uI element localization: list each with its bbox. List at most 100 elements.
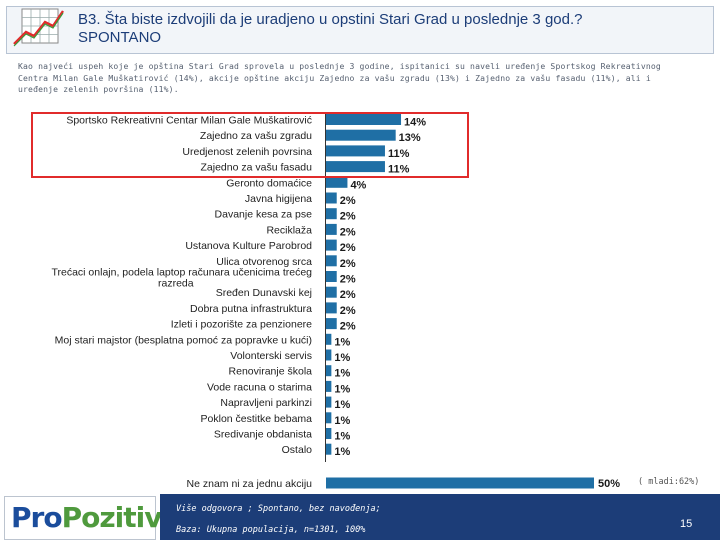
category-label: Sportsko Rekreativni Centar Milan Gale M… [66,115,312,127]
category-label: Ne znam ni za jednu akciju [187,478,313,490]
category-label: Ostalo [282,444,313,456]
bar [326,223,337,235]
category-label: Renoviranje škola [229,366,313,378]
chart-logo-icon [13,8,64,47]
bar [326,428,332,439]
footer-note-1: Više odgovora ; Spontano, bez navođenja; [176,504,381,514]
bar [326,255,337,267]
bar [326,192,337,204]
category-label: Zajedno za vašu fasadu [201,162,313,174]
category-label-line: Ulica otvorenog srca [216,256,312,268]
category-label-line: Trećaci onlajn, podela laptop računara u… [51,267,312,279]
category-label-line: Renoviranje škola [229,366,313,378]
category-label-line: Sredivanje obdanista [214,429,312,441]
category-label-line: Sportsko Rekreativni Centar Milan Gale M… [66,115,312,127]
value-label: 2% [340,211,356,223]
value-label: 11% [388,164,410,176]
bar [326,271,337,282]
bar [326,318,337,330]
value-label: 2% [340,195,356,207]
value-label: 1% [334,415,350,427]
value-label: 11% [388,148,410,160]
brand-pozitiv: Pozitiv [61,501,163,534]
value-label: 2% [340,321,356,333]
category-label: Ustanova Kulture Parobrod [185,240,312,252]
category-label-line: Dobra putna infrastruktura [190,303,312,315]
category-label-line: Davanje kesa za pse [215,209,313,221]
bar [326,349,332,361]
bar [326,208,337,220]
category-label-line: Ostalo [282,444,313,456]
brand-text: ProPozitiv [11,500,163,536]
bar [326,365,332,377]
category-label: Napravljeni parkinzi [220,397,312,409]
category-label: Trećaci onlajn, podela laptop računara u… [51,267,312,290]
value-label: 1% [334,446,350,458]
footer-note-2: Baza: Ukupna populacija, n=1301, 100% [176,525,366,535]
bar [326,129,396,141]
bar [326,443,332,455]
category-label-line: Ne znam ni za jednu akciju [187,478,313,490]
category-label: Vode racuna o starima [207,381,312,393]
value-label: 1% [334,383,350,395]
page-number: 15 [680,518,693,530]
bar [326,412,332,424]
value-label: 2% [340,305,356,317]
bar [326,114,402,125]
category-label: Ulica otvorenog srca [216,256,312,268]
category-label: Reciklaža [266,224,312,236]
category-label-line: Vode racuna o starima [207,381,312,393]
category-label-line: Poklon čestitke bebama [201,413,313,425]
bar [326,396,332,408]
category-label: Poklon čestitke bebama [201,413,313,425]
category-label: Davanje kesa za pse [215,209,313,221]
category-label-line: razreda [158,278,194,290]
annotation-label: ( mladi:62%) [638,477,699,487]
category-label-line: Geronto domaćice [226,177,312,189]
value-label: 2% [340,242,356,254]
category-label: Volonterski servis [230,350,312,362]
value-label: 1% [334,431,350,443]
category-label-line: Uredjenost zelenih povrsina [182,146,312,158]
category-label: Uredjenost zelenih povrsina [182,146,312,158]
title-line-1: B3. Šta biste izdvojili da je uradjeno u… [78,11,583,28]
value-label: 13% [399,132,421,144]
summary-text: Kao najveći uspeh koje je opština Stari … [18,61,661,94]
value-label: 1% [334,352,350,364]
value-label: 1% [334,336,350,348]
value-label: 14% [404,117,426,129]
bar [326,239,337,251]
bar [326,161,385,173]
value-label: 50% [598,478,620,490]
category-label: Moj stari majstor (besplatna pomoć za po… [55,334,312,346]
title-box [6,6,714,54]
page-title: B3. Šta biste izdvojili da je uradjeno u… [78,11,582,47]
category-label-line: Reciklaža [266,224,312,236]
value-label: 1% [334,399,350,411]
category-label-line: Zajedno za vašu zgradu [200,130,312,142]
category-label: Sređen Dunavski kej [216,287,312,299]
category-label-line: Javna higijena [245,193,312,205]
value-label: 4% [350,179,366,191]
brand-pro: Pro [11,501,63,534]
value-label: 2% [340,289,356,301]
category-label-line: Moj stari majstor (besplatna pomoć za po… [55,334,312,346]
category-label-line: Volonterski servis [230,350,312,362]
bar [326,477,594,489]
value-label: 2% [340,226,356,238]
category-label-line: Ustanova Kulture Parobrod [185,240,312,252]
value-label: 1% [334,368,350,380]
category-label: Geronto domaćice [226,177,312,189]
title-line-2: SPONTANO [78,29,162,46]
propozitiv-logo: ProPozitiv [4,496,162,540]
category-label-line: Napravljeni parkinzi [220,397,312,409]
bar [326,286,337,298]
bar [326,380,332,392]
value-label: 2% [340,258,356,270]
category-label: Javna higijena [245,193,312,205]
category-label-line: Izleti i pozorište za penzionere [171,319,312,331]
category-label: Zajedno za vašu zgradu [200,130,312,142]
category-label: Sredivanje obdanista [214,429,312,441]
category-label-line: Sređen Dunavski kej [216,287,312,299]
